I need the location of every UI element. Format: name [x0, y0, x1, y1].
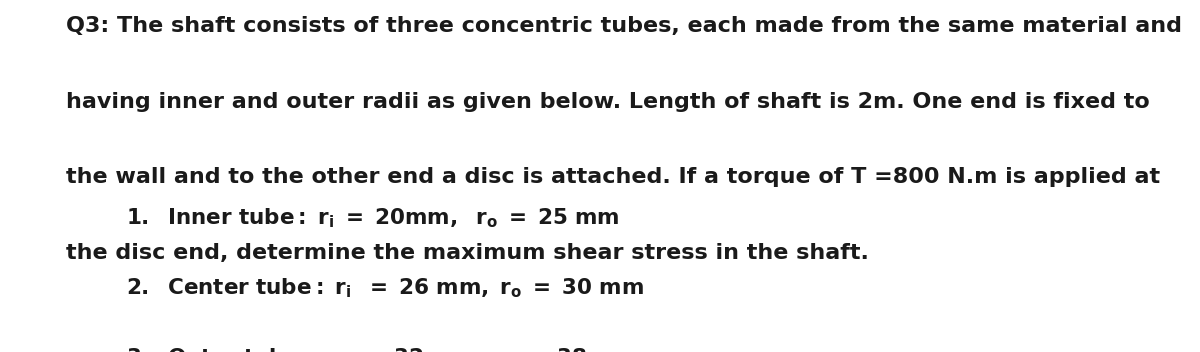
Text: Q3: The shaft consists of three concentric tubes, each made from the same materi: Q3: The shaft consists of three concentr… — [66, 16, 1182, 36]
Text: the disc end, determine the maximum shear stress in the shaft.: the disc end, determine the maximum shea… — [66, 243, 869, 263]
Text: $\bf{3.}$$\bf{\ \ Outer\ tube:\ \ r}$$_{\bf{i}}$$\bf{\ \ =\ 32mm,\ \ r}$$_{\bf{o: $\bf{3.}$$\bf{\ \ Outer\ tube:\ \ r}$$_{… — [126, 347, 632, 352]
Text: the wall and to the other end a disc is attached. If a torque of T =800 N.m is a: the wall and to the other end a disc is … — [66, 167, 1160, 187]
Text: $\bf{2.}$$\bf{\ \ Center\ tube:\ r}$$_{\bf{i}}$$\bf{\ \ =\ 26\ mm,\ r}$$_{\bf{o}: $\bf{2.}$$\bf{\ \ Center\ tube:\ r}$$_{\… — [126, 276, 644, 300]
Text: having inner and outer radii as given below. Length of shaft is 2m. One end is f: having inner and outer radii as given be… — [66, 92, 1150, 112]
Text: $\bf{1.}$$\bf{\ \ Inner\ tube:\ r}$$_{\bf{i}}$$\bf{\ =\ 20mm,\ \ r}$$_{\bf{o}}$$: $\bf{1.}$$\bf{\ \ Inner\ tube:\ r}$$_{\b… — [126, 206, 619, 230]
